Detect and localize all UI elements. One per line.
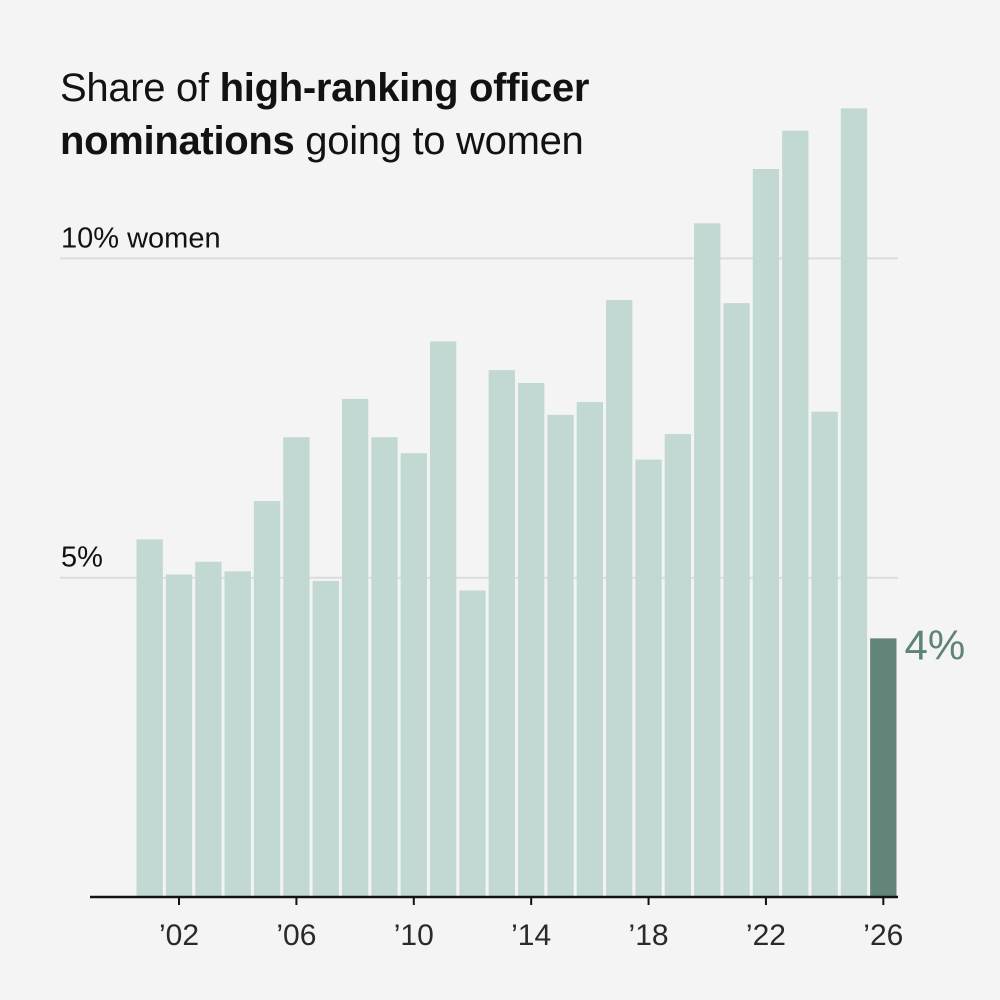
title-bold: high-ranking officer nominations	[60, 66, 590, 163]
bar-2025	[840, 108, 868, 897]
bar-2009	[371, 437, 398, 897]
bar-2012	[459, 590, 486, 897]
gridline-label-5: 5%	[61, 542, 103, 574]
gridline-label-10: 10% women	[61, 222, 221, 254]
bar-2016	[576, 402, 604, 897]
x-tick-label-2006: ’06	[276, 919, 316, 952]
bar-2022	[752, 169, 780, 897]
bar-2005	[253, 501, 281, 897]
bar-2007	[312, 580, 339, 897]
bar-2001	[136, 539, 163, 897]
bar-2003	[195, 561, 222, 897]
x-tick-label-2010: ’10	[394, 919, 434, 952]
bar-2021	[723, 303, 750, 897]
bar-2006	[283, 437, 310, 897]
bar-2010	[400, 453, 427, 897]
value-labels: 4%	[905, 621, 966, 668]
bar-2008	[341, 398, 369, 897]
bar-2013	[488, 370, 515, 897]
bar-2017	[606, 299, 633, 898]
x-tick-label-2002: ’02	[159, 919, 199, 952]
bar-2004	[224, 571, 251, 897]
x-tick-label-2014: ’14	[511, 919, 551, 952]
title-prefix: Share of	[60, 66, 220, 110]
bar-2015	[547, 414, 574, 897]
bars	[136, 108, 897, 898]
chart-title: Share of high-ranking officer nomination…	[60, 62, 760, 168]
x-tick-label-2022: ’22	[746, 919, 786, 952]
value-label-2026: 4%	[905, 621, 966, 668]
bar-2011	[429, 341, 457, 897]
x-axis: ’02 ’06 ’10 ’14 ’18 ’22 ’26	[90, 895, 903, 952]
bar-2019	[664, 434, 692, 897]
bar-2014	[518, 382, 545, 898]
bar-2023	[782, 130, 809, 897]
title-suffix: going to women	[294, 119, 584, 163]
bar-2024	[811, 411, 838, 897]
bar-2002	[165, 574, 193, 897]
x-tick-label-2018: ’18	[629, 919, 669, 952]
bar-2018	[635, 459, 662, 897]
x-tick-label-2026: ’26	[863, 919, 903, 952]
bar-2020	[694, 223, 721, 897]
bar-2026	[870, 638, 897, 897]
